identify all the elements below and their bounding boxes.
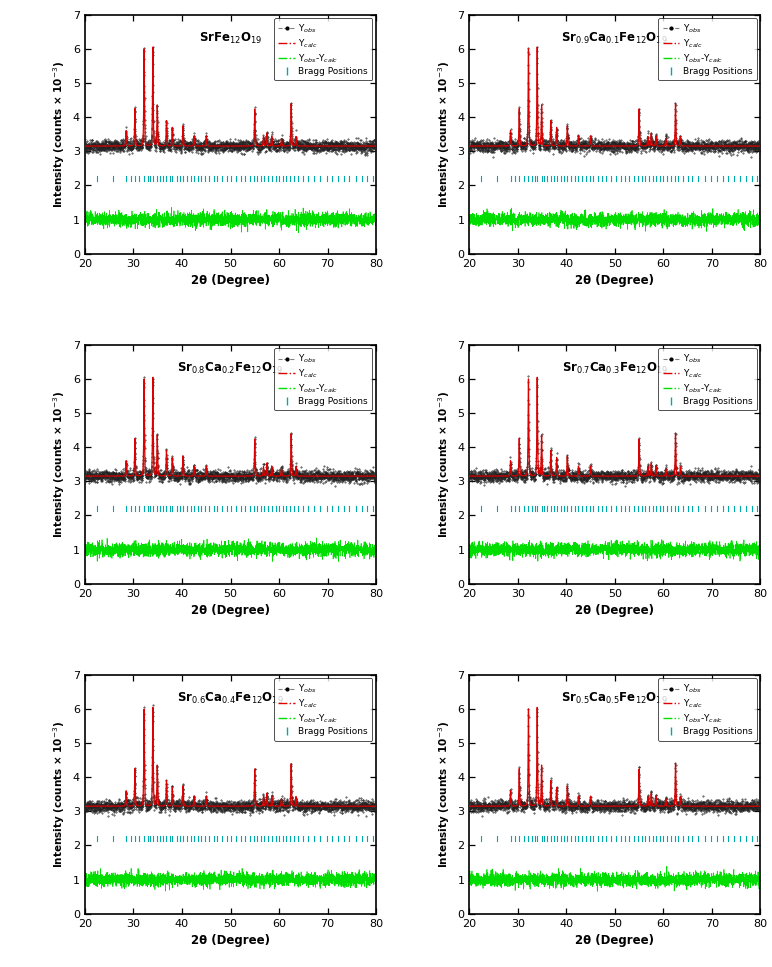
Legend: Y$_{obs}$, Y$_{calc}$, Y$_{obs}$-Y$_{calc}$, Bragg Positions: Y$_{obs}$, Y$_{calc}$, Y$_{obs}$-Y$_{cal… — [274, 18, 372, 80]
Legend: Y$_{obs}$, Y$_{calc}$, Y$_{obs}$-Y$_{calc}$, Bragg Positions: Y$_{obs}$, Y$_{calc}$, Y$_{obs}$-Y$_{cal… — [274, 348, 372, 410]
Y-axis label: Intensity (counts × 10$^{-3}$): Intensity (counts × 10$^{-3}$) — [436, 61, 452, 208]
X-axis label: 2θ (Degree): 2θ (Degree) — [575, 934, 655, 948]
Text: Sr$_{0.5}$Ca$_{0.5}$Fe$_{12}$O$_{19}$: Sr$_{0.5}$Ca$_{0.5}$Fe$_{12}$O$_{19}$ — [561, 691, 669, 707]
Text: Sr$_{0.6}$Ca$_{0.4}$Fe$_{12}$O$_{19}$: Sr$_{0.6}$Ca$_{0.4}$Fe$_{12}$O$_{19}$ — [177, 691, 284, 707]
Y-axis label: Intensity (counts × 10$^{-3}$): Intensity (counts × 10$^{-3}$) — [52, 391, 67, 538]
Legend: Y$_{obs}$, Y$_{calc}$, Y$_{obs}$-Y$_{calc}$, Bragg Positions: Y$_{obs}$, Y$_{calc}$, Y$_{obs}$-Y$_{cal… — [659, 348, 757, 410]
Text: Sr$_{0.7}$Ca$_{0.3}$Fe$_{12}$O$_{19}$: Sr$_{0.7}$Ca$_{0.3}$Fe$_{12}$O$_{19}$ — [562, 362, 668, 376]
Legend: Y$_{obs}$, Y$_{calc}$, Y$_{obs}$-Y$_{calc}$, Bragg Positions: Y$_{obs}$, Y$_{calc}$, Y$_{obs}$-Y$_{cal… — [274, 678, 372, 741]
Y-axis label: Intensity (counts × 10$^{-3}$): Intensity (counts × 10$^{-3}$) — [52, 61, 67, 208]
X-axis label: 2θ (Degree): 2θ (Degree) — [191, 274, 270, 287]
Text: Sr$_{0.9}$Ca$_{0.1}$Fe$_{12}$O$_{19}$: Sr$_{0.9}$Ca$_{0.1}$Fe$_{12}$O$_{19}$ — [561, 31, 669, 46]
X-axis label: 2θ (Degree): 2θ (Degree) — [191, 604, 270, 617]
Legend: Y$_{obs}$, Y$_{calc}$, Y$_{obs}$-Y$_{calc}$, Bragg Positions: Y$_{obs}$, Y$_{calc}$, Y$_{obs}$-Y$_{cal… — [659, 678, 757, 741]
X-axis label: 2θ (Degree): 2θ (Degree) — [575, 274, 655, 287]
Y-axis label: Intensity (counts × 10$^{-3}$): Intensity (counts × 10$^{-3}$) — [436, 391, 452, 538]
Text: SrFe$_{12}$O$_{19}$: SrFe$_{12}$O$_{19}$ — [199, 31, 262, 46]
X-axis label: 2θ (Degree): 2θ (Degree) — [575, 604, 655, 617]
Y-axis label: Intensity (counts × 10$^{-3}$): Intensity (counts × 10$^{-3}$) — [436, 720, 452, 867]
Y-axis label: Intensity (counts × 10$^{-3}$): Intensity (counts × 10$^{-3}$) — [52, 720, 67, 867]
X-axis label: 2θ (Degree): 2θ (Degree) — [191, 934, 270, 948]
Legend: Y$_{obs}$, Y$_{calc}$, Y$_{obs}$-Y$_{calc}$, Bragg Positions: Y$_{obs}$, Y$_{calc}$, Y$_{obs}$-Y$_{cal… — [659, 18, 757, 80]
Text: Sr$_{0.8}$Ca$_{0.2}$Fe$_{12}$O$_{19}$: Sr$_{0.8}$Ca$_{0.2}$Fe$_{12}$O$_{19}$ — [178, 362, 283, 376]
